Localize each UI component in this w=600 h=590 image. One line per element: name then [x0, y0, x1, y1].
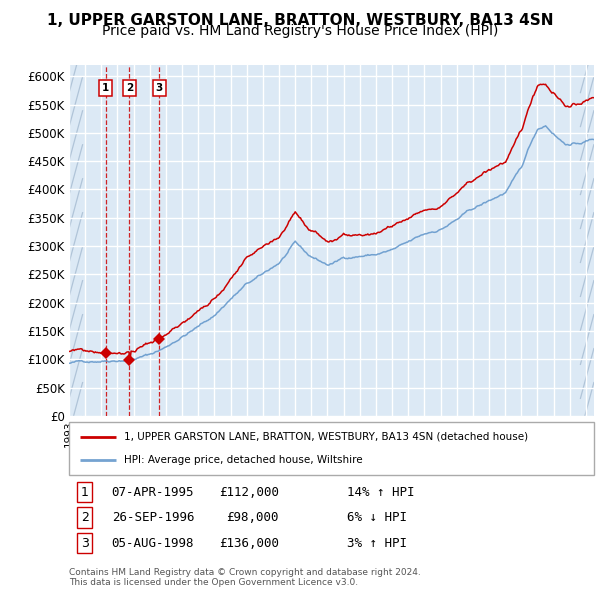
Text: 1, UPPER GARSTON LANE, BRATTON, WESTBURY, BA13 4SN (detached house): 1, UPPER GARSTON LANE, BRATTON, WESTBURY…	[124, 432, 528, 442]
Text: 3% ↑ HPI: 3% ↑ HPI	[347, 537, 407, 550]
Text: 1, UPPER GARSTON LANE, BRATTON, WESTBURY, BA13 4SN: 1, UPPER GARSTON LANE, BRATTON, WESTBURY…	[47, 13, 553, 28]
Text: 26-SEP-1996: 26-SEP-1996	[112, 511, 194, 525]
Text: 6% ↓ HPI: 6% ↓ HPI	[347, 511, 407, 525]
Text: £112,000: £112,000	[219, 486, 279, 499]
Text: 2: 2	[81, 511, 89, 525]
Text: 2: 2	[126, 83, 133, 93]
Text: 3: 3	[155, 83, 163, 93]
Text: Price paid vs. HM Land Registry's House Price Index (HPI): Price paid vs. HM Land Registry's House …	[102, 24, 498, 38]
FancyBboxPatch shape	[69, 422, 594, 475]
Text: 05-AUG-1998: 05-AUG-1998	[112, 537, 194, 550]
Text: Contains HM Land Registry data © Crown copyright and database right 2024.
This d: Contains HM Land Registry data © Crown c…	[69, 568, 421, 587]
Text: 1: 1	[81, 486, 89, 499]
Text: £98,000: £98,000	[227, 511, 279, 525]
Text: 3: 3	[81, 537, 89, 550]
Text: 07-APR-1995: 07-APR-1995	[112, 486, 194, 499]
Text: £136,000: £136,000	[219, 537, 279, 550]
Text: 14% ↑ HPI: 14% ↑ HPI	[347, 486, 415, 499]
Text: 1: 1	[102, 83, 109, 93]
Text: HPI: Average price, detached house, Wiltshire: HPI: Average price, detached house, Wilt…	[124, 455, 363, 465]
